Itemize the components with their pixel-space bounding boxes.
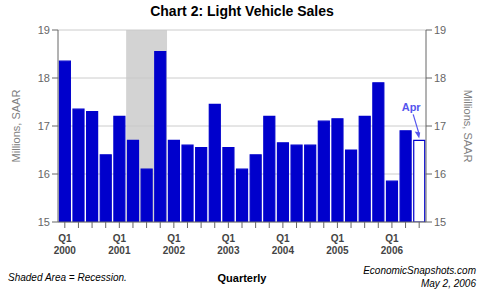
- svg-text:Q12002: Q12002: [163, 233, 186, 256]
- svg-text:Q12001: Q12001: [108, 233, 131, 256]
- html-text:May 2, 2006: May 2, 2006: [421, 278, 476, 289]
- svg-text:Q12004: Q12004: [272, 233, 295, 256]
- svg-text:19: 19: [38, 24, 50, 36]
- svg-text:Q12000: Q12000: [54, 233, 77, 256]
- html-text:Shaded Area = Recession.: Shaded Area = Recession.: [8, 272, 127, 283]
- svg-text:17: 17: [38, 120, 50, 132]
- svg-text:19: 19: [434, 24, 446, 36]
- svg-text:Millions, SAAR: Millions, SAAR: [462, 90, 474, 163]
- svg-text:18: 18: [434, 72, 446, 84]
- svg-text:18: 18: [38, 72, 50, 84]
- html-text:Chart 2: Light Vehicle Sales: Chart 2: Light Vehicle Sales: [150, 3, 334, 19]
- svg-text:Q12005: Q12005: [326, 233, 349, 256]
- svg-text:16: 16: [434, 168, 446, 180]
- svg-text:15: 15: [434, 216, 446, 228]
- html-text:EconomicSnapshots.com: EconomicSnapshots.com: [363, 265, 476, 276]
- svg-text:Millions, SAAR: Millions, SAAR: [10, 90, 22, 163]
- svg-text:Q12003: Q12003: [217, 233, 240, 256]
- svg-text:15: 15: [38, 216, 50, 228]
- svg-text:Apr: Apr: [402, 101, 422, 113]
- svg-text:17: 17: [434, 120, 446, 132]
- svg-text:16: 16: [38, 168, 50, 180]
- svg-text:Q12006: Q12006: [381, 233, 404, 256]
- html-text:Quarterly: Quarterly: [217, 272, 267, 284]
